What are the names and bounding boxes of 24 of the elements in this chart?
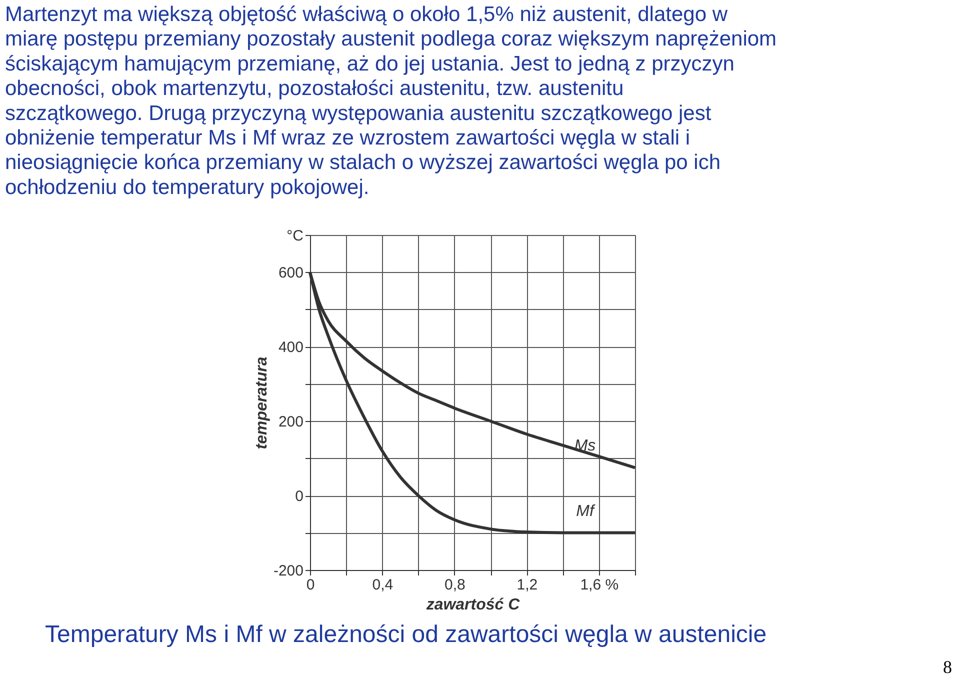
y-tick-label: °C [286, 228, 304, 244]
text: Martenzyt ma większą objętość właściwą o około 1,5% niż austenit, dlatego w [5, 3, 728, 26]
text: ochłodzeniu do temperatury pokojowej. [5, 176, 370, 199]
y-tick-label: -200 [273, 562, 304, 580]
x-tick-label: 0,8 [444, 576, 466, 594]
text: ściskającym hamującym przemianę, aż do jej ustania. Jest to jedną z przyczyn [5, 52, 734, 76]
y-tick-label: 600 [278, 264, 304, 282]
y-tick-label: 400 [278, 339, 304, 356]
x-tick-label: 0,4 [372, 576, 394, 594]
x-tick-label: 1,2 [516, 576, 538, 594]
x-tick-label: 0 [306, 576, 315, 594]
text: 8 [943, 657, 952, 677]
text: nieosiągnięcie końca przemiany w stalach o wyższej zawartości węgla po ich [5, 151, 721, 174]
x-tick-label: 1,6 % [580, 576, 619, 594]
text: obecności, obok martenzytu, pozostałości austenitu, tzw. austenitu [5, 77, 624, 100]
text: Temperatury Ms i Mf w zależności od zawartości węgla w austenicie [45, 621, 767, 648]
text: obniżenie temperatur Ms i Mf wraz ze wzrostem zawartości węgla w stali i [5, 126, 690, 150]
x-axis-title: zawartość C [425, 596, 520, 614]
text: szczątkowego. Drugą przyczyną występowania austenitu szczątkowego jest [5, 102, 712, 125]
text: miarę postępu przemiany pozostały austenit podlega coraz większym naprężeniom [5, 28, 777, 51]
y-tick-label: 0 [295, 488, 304, 506]
y-tick-label: 200 [278, 414, 304, 431]
y-axis-title: temperatura [253, 356, 270, 450]
series-label: Mf [576, 502, 596, 520]
